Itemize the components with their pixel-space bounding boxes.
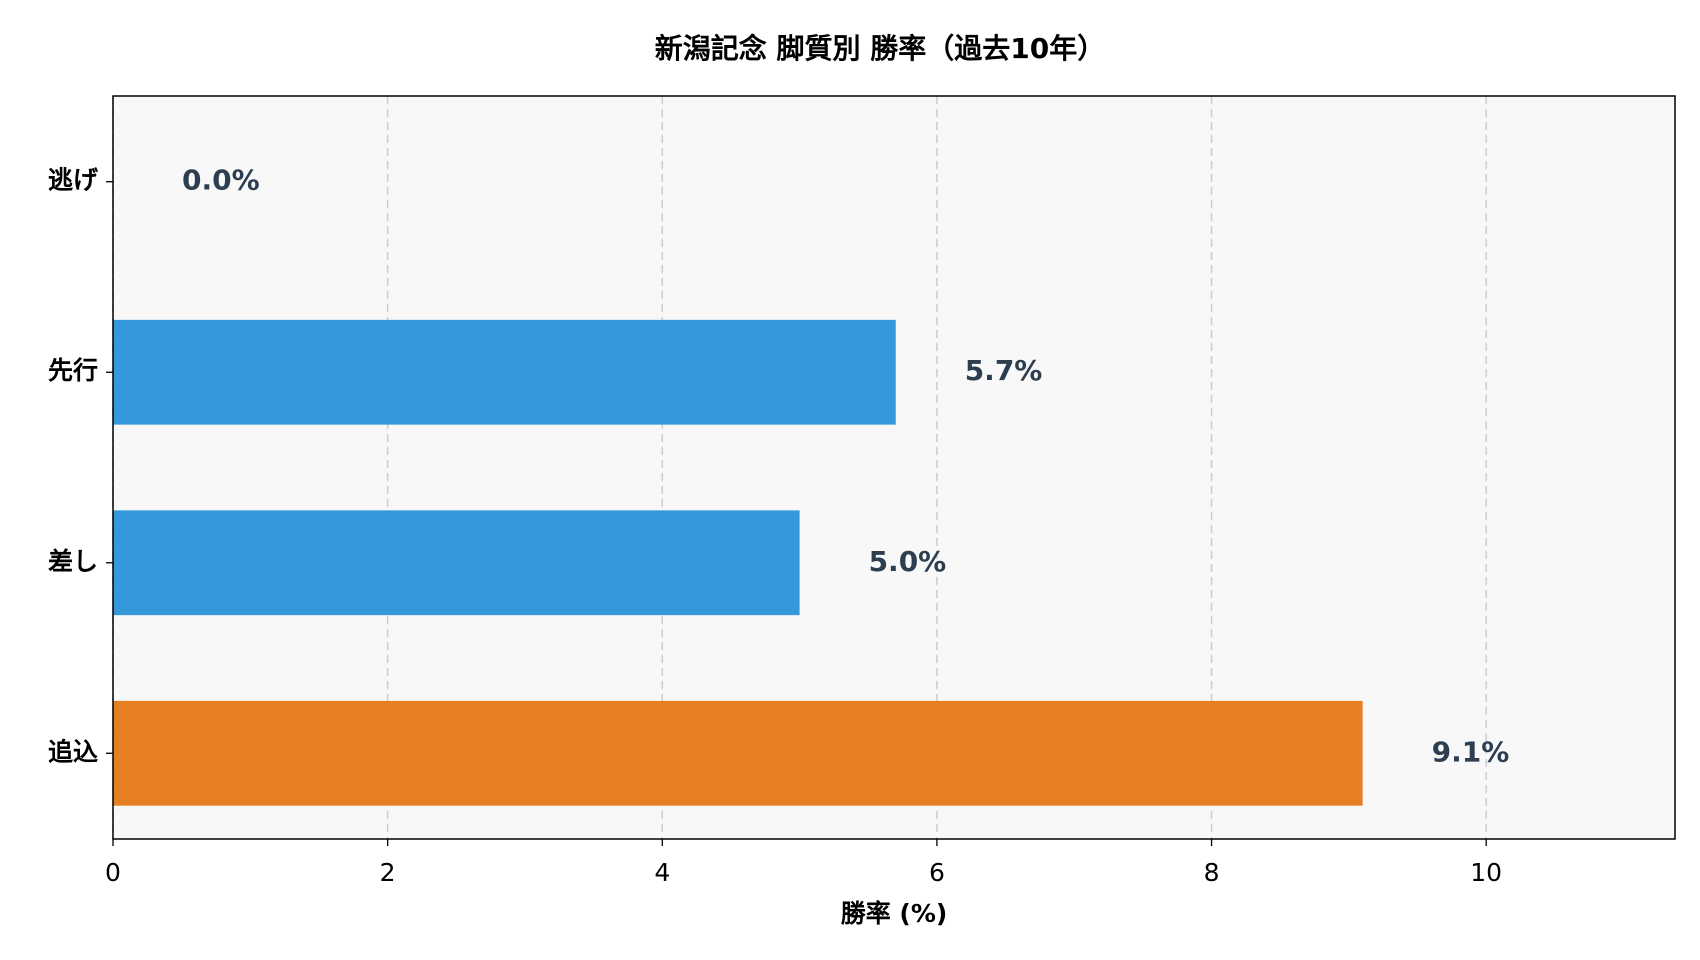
x-tick-label: 8 [1204, 858, 1220, 887]
value-label: 0.0% [182, 164, 260, 197]
x-tick-label: 10 [1470, 858, 1502, 887]
x-tick-label: 4 [654, 858, 670, 887]
x-tick-label: 2 [380, 858, 396, 887]
chart-title: 新潟記念 脚質別 勝率（過去10年） [655, 32, 1105, 65]
x-axis-label: 勝率 (%) [841, 899, 948, 928]
y-tick-label: 追込 [48, 737, 98, 766]
bar [113, 510, 800, 616]
x-tick-label: 6 [929, 858, 945, 887]
value-label: 5.0% [869, 545, 947, 578]
bar [113, 700, 1363, 806]
bar [113, 319, 896, 425]
y-tick-label: 逃げ [48, 166, 99, 195]
value-label: 9.1% [1432, 735, 1510, 768]
y-tick-label: 先行 [48, 356, 98, 385]
y-tick-label: 差し [48, 547, 98, 576]
plot-frame [112, 95, 1676, 840]
value-label: 5.7% [965, 354, 1043, 387]
x-tick-label: 0 [105, 858, 121, 887]
